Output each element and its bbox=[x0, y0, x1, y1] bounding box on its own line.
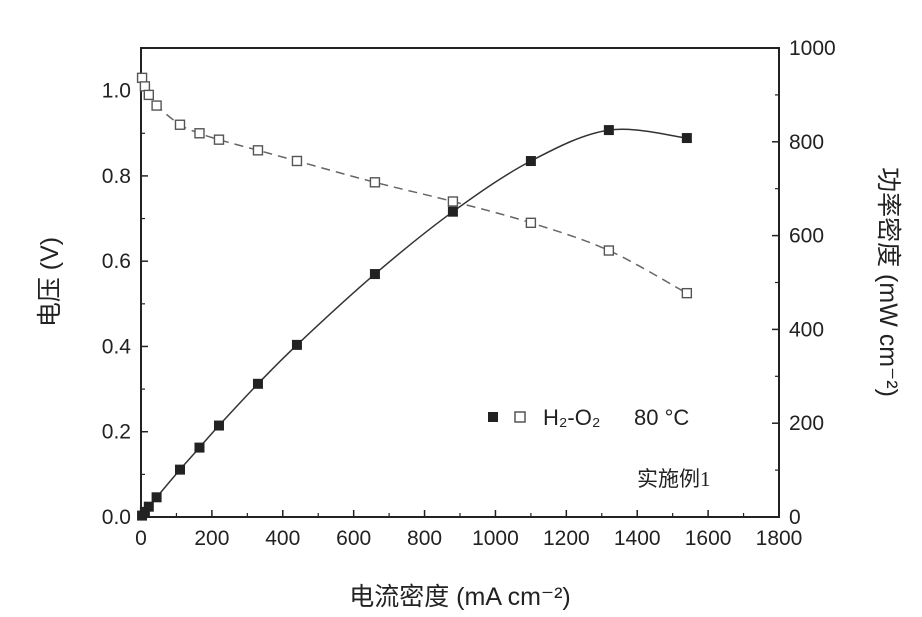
y-axis-left: 0.0 0.2 0.4 0.6 0.8 1.0 bbox=[102, 47, 148, 529]
y-left-tick-label: 0.0 bbox=[102, 506, 131, 529]
power-point bbox=[369, 269, 380, 280]
x-tick-label: 1400 bbox=[614, 527, 661, 550]
power-point bbox=[252, 378, 263, 389]
y-right-tick-label: 800 bbox=[789, 131, 824, 154]
legend-label: H₂-O₂ bbox=[543, 405, 600, 430]
plot-frame bbox=[140, 47, 780, 518]
y-right-tick-label: 0 bbox=[789, 506, 801, 529]
y-axis-right: 0 200 400 600 800 1000 bbox=[772, 37, 836, 529]
voltage-point bbox=[291, 155, 303, 167]
x-tick-label: 1600 bbox=[685, 527, 732, 550]
voltage-point bbox=[194, 128, 205, 139]
legend-marker-open bbox=[514, 411, 526, 423]
example-annotation: 实施例1 bbox=[637, 467, 711, 491]
y-axis-left-title: 电压 (V) bbox=[36, 237, 64, 327]
voltage-point bbox=[151, 100, 162, 111]
x-tick-label: 1000 bbox=[472, 527, 519, 550]
x-axis-title: 电流密度 (mA cm⁻²) bbox=[349, 583, 571, 611]
data-markers bbox=[136, 72, 693, 521]
y-left-tick-label: 1.0 bbox=[102, 80, 131, 103]
x-tick-label: 800 bbox=[407, 527, 442, 550]
x-tick-label: 0 bbox=[135, 527, 147, 550]
power-fit-line bbox=[141, 128, 687, 517]
y-axis-right-title: 功率密度 (mW cm⁻²) bbox=[874, 167, 902, 397]
x-tick-label: 400 bbox=[265, 527, 300, 550]
voltage-point bbox=[681, 287, 693, 299]
legend-marker-filled bbox=[488, 412, 498, 422]
voltage-point bbox=[525, 217, 537, 229]
voltage-point bbox=[139, 81, 151, 92]
power-point bbox=[213, 420, 224, 431]
voltage-fit-line bbox=[141, 77, 688, 294]
power-point bbox=[681, 133, 692, 144]
legend-temperature: 80 °C bbox=[634, 405, 689, 430]
x-tick-label: 600 bbox=[336, 527, 371, 550]
voltage-point bbox=[369, 177, 381, 188]
power-point bbox=[143, 501, 154, 512]
y-right-tick-label: 200 bbox=[789, 412, 824, 435]
y-left-tick-label: 0.4 bbox=[102, 335, 132, 358]
voltage-point bbox=[252, 145, 264, 156]
power-point bbox=[151, 492, 162, 503]
y-left-tick-label: 0.2 bbox=[102, 421, 131, 444]
power-point bbox=[603, 125, 614, 136]
x-tick-label: 200 bbox=[194, 527, 229, 550]
power-point bbox=[525, 156, 536, 167]
legend: H₂-O₂ 80 °C bbox=[488, 405, 689, 430]
voltage-point bbox=[603, 245, 615, 256]
voltage-point bbox=[213, 134, 225, 145]
voltage-point bbox=[136, 72, 148, 84]
y-right-tick-label: 1000 bbox=[789, 37, 836, 60]
x-tick-label: 1800 bbox=[756, 527, 803, 550]
power-point bbox=[194, 442, 205, 453]
power-point bbox=[447, 206, 458, 217]
power-point bbox=[174, 464, 185, 475]
voltage-point bbox=[447, 196, 459, 207]
voltage-point bbox=[143, 89, 154, 101]
y-left-tick-label: 0.6 bbox=[102, 250, 131, 273]
y-left-tick-label: 0.8 bbox=[102, 165, 131, 188]
power-point bbox=[291, 339, 302, 350]
x-tick-label: 1200 bbox=[543, 527, 590, 550]
power-point bbox=[139, 506, 150, 517]
voltage-point bbox=[174, 119, 186, 130]
x-axis: 0 200 400 600 800 1000 1200 1400 1600 1800 bbox=[135, 510, 802, 550]
y-right-tick-label: 400 bbox=[789, 318, 824, 341]
y-right-tick-label: 600 bbox=[789, 225, 824, 248]
